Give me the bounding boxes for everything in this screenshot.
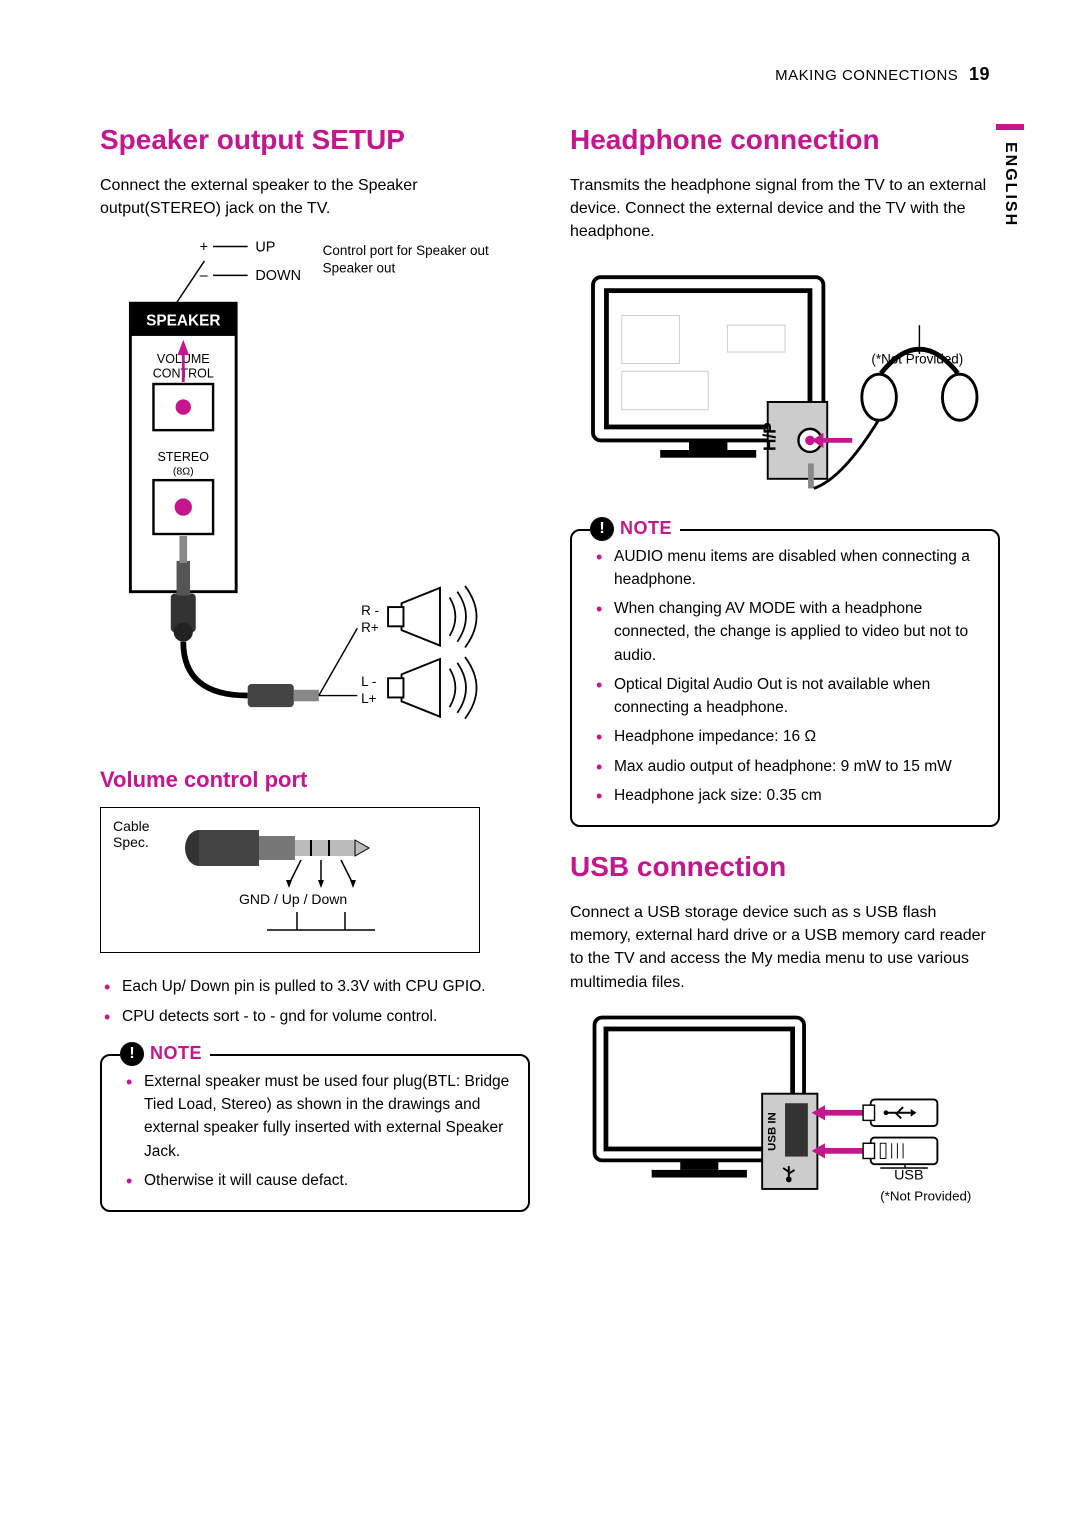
svg-text:USB IN: USB IN (766, 1112, 778, 1151)
note-box-speaker: ! NOTE External speaker must be used fou… (100, 1054, 530, 1212)
svg-text:R+: R+ (361, 620, 379, 635)
heading-speaker-setup: Speaker output SETUP (100, 124, 530, 156)
svg-text:Speaker out: Speaker out (323, 261, 396, 276)
speaker-right-icon (388, 586, 476, 648)
svg-text:R -: R - (361, 603, 379, 618)
usb-diagram: USB IN (570, 1008, 1000, 1213)
note-icon: ! (120, 1042, 144, 1066)
svg-text:UP: UP (255, 240, 275, 256)
svg-text:–: – (200, 269, 208, 285)
list-item: Each Up/ Down pin is pulled to 3.3V with… (104, 975, 530, 998)
section-name: MAKING CONNECTIONS (775, 67, 958, 84)
left-column: Speaker output SETUP Connect the externa… (100, 124, 530, 1213)
svg-text:L -: L - (361, 674, 376, 689)
volume-port-diagram: Cable Spec. (100, 807, 480, 953)
svg-text:USB: USB (894, 1167, 923, 1183)
list-item: Max audio output of headphone: 9 mW to 1… (596, 755, 982, 778)
volume-bullets: Each Up/ Down pin is pulled to 3.3V with… (100, 975, 530, 1028)
note-box-headphone: ! NOTE AUDIO menu items are disabled whe… (570, 529, 1000, 828)
svg-text:(8Ω): (8Ω) (173, 466, 194, 478)
list-item: AUDIO menu items are disabled when conne… (596, 545, 982, 592)
page-header: MAKING CONNECTIONS 19 (775, 64, 990, 85)
svg-text:STEREO: STEREO (158, 450, 210, 464)
list-item: CPU detects sort - to - gnd for volume c… (104, 1005, 530, 1028)
splitter (248, 629, 358, 708)
note-title: NOTE (150, 1043, 202, 1064)
svg-text:Control port for Speaker out: Control port for Speaker out (323, 244, 489, 259)
list-item: Headphone jack size: 0.35 cm (596, 784, 982, 807)
heading-usb: USB connection (570, 851, 1000, 883)
list-item: External speaker must be used four plug(… (126, 1070, 512, 1163)
svg-text:GND / Up / Down: GND / Up / Down (239, 891, 347, 907)
list-item: Headphone impedance: 16 Ω (596, 725, 982, 748)
headphone-diagram: H/P (*Not Provided) (570, 258, 1000, 503)
note-icon: ! (590, 517, 614, 541)
svg-text:DOWN: DOWN (255, 269, 301, 285)
svg-text:L+: L+ (361, 692, 376, 707)
right-column: Headphone connection Transmits the headp… (570, 124, 1000, 1213)
list-item: Optical Digital Audio Out is not availab… (596, 673, 982, 720)
speaker-left-icon (388, 657, 476, 719)
paragraph-speaker: Connect the external speaker to the Spea… (100, 174, 530, 220)
speaker-diagram: + UP – DOWN Control port for Speaker out… (100, 234, 530, 739)
svg-text:(*Not Provided): (*Not Provided) (880, 1188, 971, 1203)
cable-spec-label: Cable Spec. (113, 818, 165, 850)
heading-headphone: Headphone connection (570, 124, 1000, 156)
heading-volume-port: Volume control port (100, 767, 530, 793)
paragraph-headphone: Transmits the headphone signal from the … (570, 174, 1000, 244)
list-item: Otherwise it will cause defact. (126, 1169, 512, 1192)
page-number: 19 (969, 64, 990, 84)
language-tab: ENGLISH (996, 130, 1024, 240)
svg-text:SPEAKER: SPEAKER (146, 313, 220, 330)
list-item: When changing AV MODE with a headphone c… (596, 597, 982, 667)
plus-label: + (200, 240, 208, 256)
svg-text:H/P: H/P (759, 422, 779, 451)
paragraph-usb: Connect a USB storage device such as s U… (570, 901, 1000, 994)
svg-text:(*Not Provided): (*Not Provided) (871, 351, 963, 366)
note-title: NOTE (620, 518, 672, 539)
headphone-icon (814, 349, 977, 488)
